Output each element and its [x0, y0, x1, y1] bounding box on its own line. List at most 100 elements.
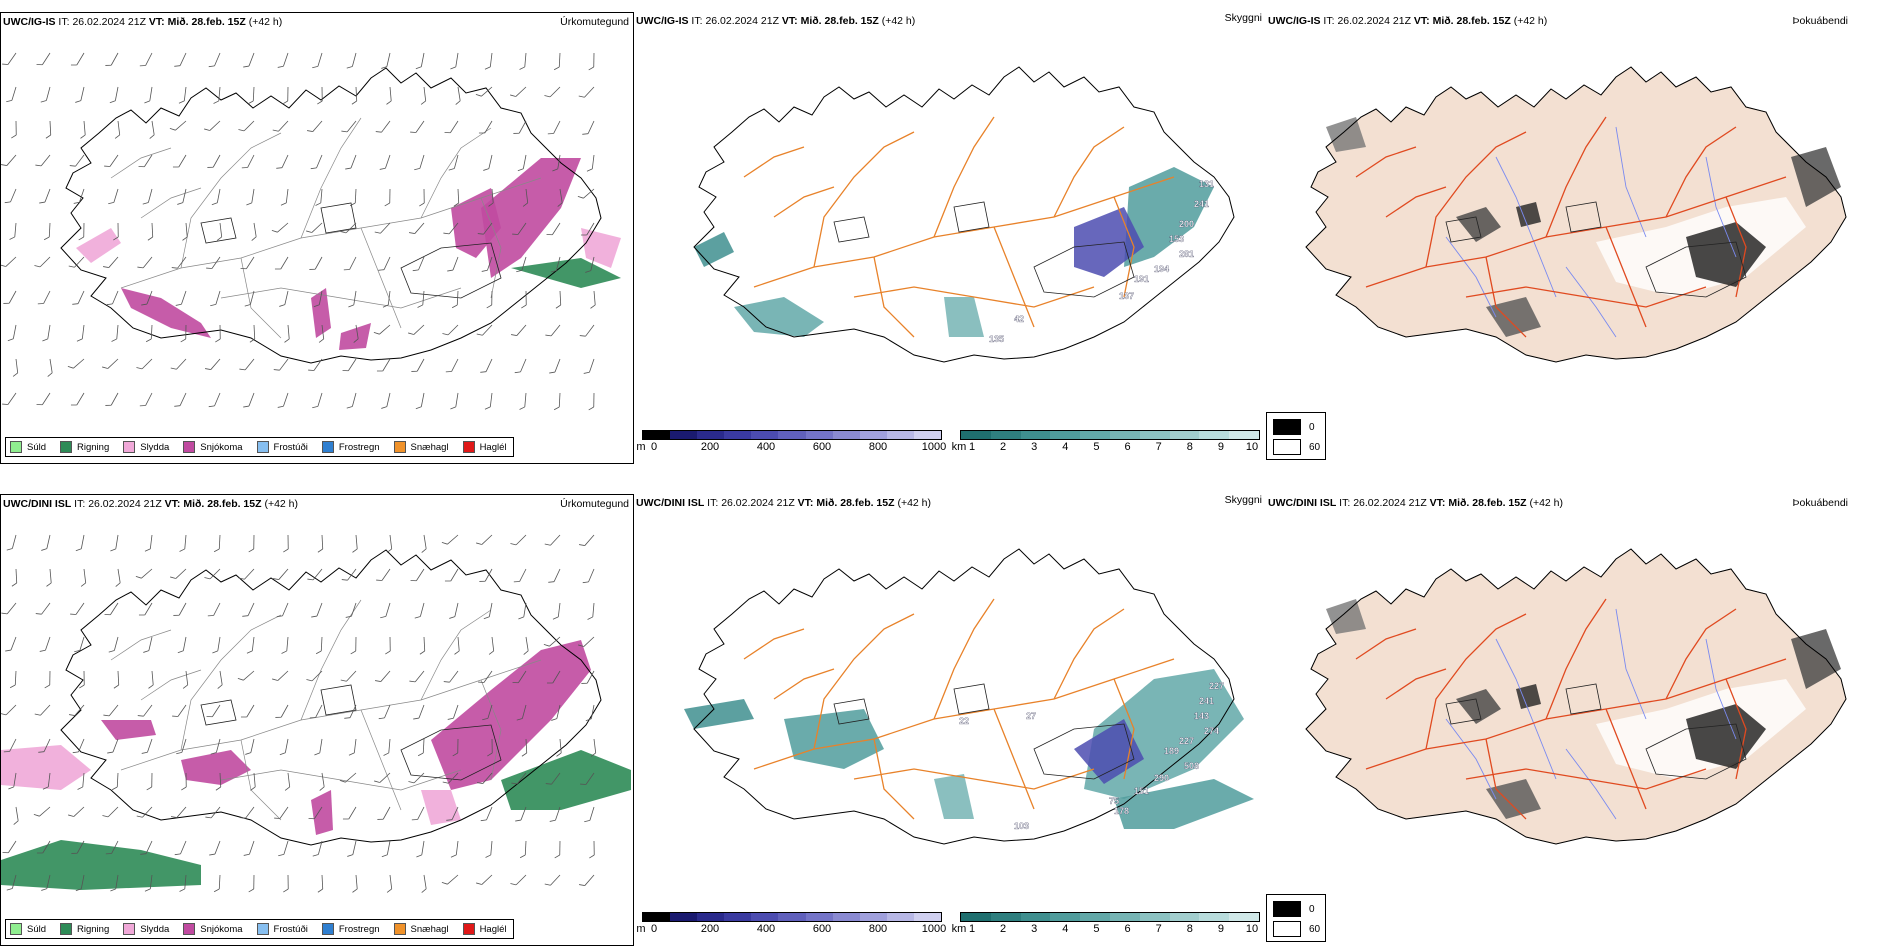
scale-swatch: [1169, 913, 1200, 921]
wind-barb: [206, 256, 221, 269]
road-line: [300, 117, 362, 239]
fog-legend-row: 60: [1273, 439, 1320, 455]
legend-item: Frostúði: [256, 441, 308, 453]
glacier-outline: [200, 699, 237, 726]
ceiling-scale: 0 200 400 600 800 1000 m: [636, 430, 946, 456]
legend-swatch: [321, 923, 334, 935]
panel-header: UWC/DINI ISL IT: 26.02.2024 21Z VT: Mið.…: [3, 498, 299, 510]
wind-barb: [552, 154, 561, 172]
wind-barb: [549, 358, 561, 374]
scale-ticks: 1 2 3 4 5 6 7 8 9 10 km: [952, 440, 1260, 454]
wind-barb: [510, 86, 527, 97]
scale-tick-label: 3: [1031, 441, 1038, 453]
wind-barb: [104, 602, 119, 616]
fog-area: [1326, 599, 1366, 634]
wind-barb: [345, 154, 357, 170]
wind-barb: [447, 704, 459, 720]
wind-barb: [379, 154, 391, 170]
wind-barb: [215, 772, 222, 791]
map-group: [60, 67, 621, 364]
wind-barb: [7, 324, 17, 342]
legend-swatch: [256, 923, 269, 935]
visibility-area: [1124, 167, 1214, 267]
wind-barb: [544, 534, 561, 546]
scale-tick-label: 600: [812, 441, 832, 453]
iceland-map: [1, 534, 631, 893]
wind-barb: [215, 324, 221, 343]
wind-barb: [110, 874, 119, 892]
visibility-panel-top: UWC/IG-IS IT: 26.02.2024 21Z VT: Mið. 28…: [634, 12, 1266, 464]
wind-barb: [315, 636, 323, 655]
ceiling-value-label: 153: [1169, 234, 1184, 244]
wind-barb: [381, 840, 391, 858]
wind-barb: [208, 52, 221, 68]
legend-label: Frostregn: [338, 923, 380, 935]
wind-barb: [113, 222, 119, 241]
wind-barb: [113, 670, 120, 689]
wind-barb: [483, 602, 493, 620]
wind-barb: [171, 806, 187, 818]
wind-barb: [108, 636, 119, 653]
wind-barb: [346, 52, 357, 69]
scale-tick-label: 200: [700, 441, 720, 453]
road-line: [743, 146, 805, 178]
wind-barb: [76, 324, 85, 342]
wind-barb: [412, 256, 425, 272]
wind-barb: [308, 358, 323, 371]
wind-barb: [514, 358, 527, 374]
wind-barb: [248, 874, 255, 893]
wind-barb: [70, 392, 85, 406]
wind-barb: [106, 290, 119, 306]
wind-barb: [212, 636, 221, 654]
wind-barb: [443, 670, 459, 683]
wind-barb: [309, 704, 323, 719]
ceiling-value-label: 194: [1154, 264, 1169, 274]
coastline: [1305, 548, 1847, 845]
precip-area: [1, 745, 91, 790]
wind-barb: [552, 602, 561, 620]
wind-barb: [381, 392, 391, 409]
wind-barb: [1, 602, 17, 615]
coastline: [60, 549, 602, 846]
wind-barb: [553, 52, 561, 71]
wind-barb: [590, 738, 597, 757]
wind-barb: [78, 222, 85, 241]
wind-barb: [378, 704, 391, 720]
legend-item: Súld: [10, 441, 46, 453]
road-line: [1605, 226, 1647, 328]
wind-barb: [279, 290, 289, 307]
wind-barb: [516, 256, 527, 273]
wind-barb: [554, 840, 561, 859]
wind-barb: [103, 256, 119, 268]
scale-unit: m: [636, 441, 646, 453]
scale-swatch: [1080, 431, 1110, 439]
wind-barb: [384, 188, 391, 207]
wind-barb: [243, 840, 255, 856]
wind-barb: [35, 602, 51, 615]
wind-barb: [179, 874, 187, 892]
ceiling-value-label: 137: [1119, 291, 1134, 301]
wind-barb: [243, 392, 255, 408]
wind-barb: [411, 806, 425, 821]
wind-barb: [549, 806, 561, 822]
precip-area: [451, 188, 501, 258]
road-line: [743, 628, 805, 660]
wind-barb: [515, 806, 527, 822]
wind-barb: [517, 154, 527, 172]
ceiling-value-label: 135: [989, 334, 1004, 344]
wind-barb: [582, 568, 595, 584]
wind-barb: [13, 806, 19, 825]
wind-barb: [283, 874, 289, 893]
wind-barb: [307, 120, 323, 132]
wind-barb: [312, 52, 323, 69]
scale-swatch: [961, 431, 991, 439]
wind-barb: [414, 602, 425, 619]
wind-barb: [488, 636, 495, 655]
wind-barb: [204, 120, 221, 131]
wind-barb: [5, 636, 17, 652]
wind-barb: [419, 188, 425, 207]
road-line: [180, 614, 282, 751]
iceland-land: [61, 68, 601, 363]
fog-legend-label: 0: [1309, 421, 1315, 433]
scale-tick-label: 1: [968, 923, 976, 935]
